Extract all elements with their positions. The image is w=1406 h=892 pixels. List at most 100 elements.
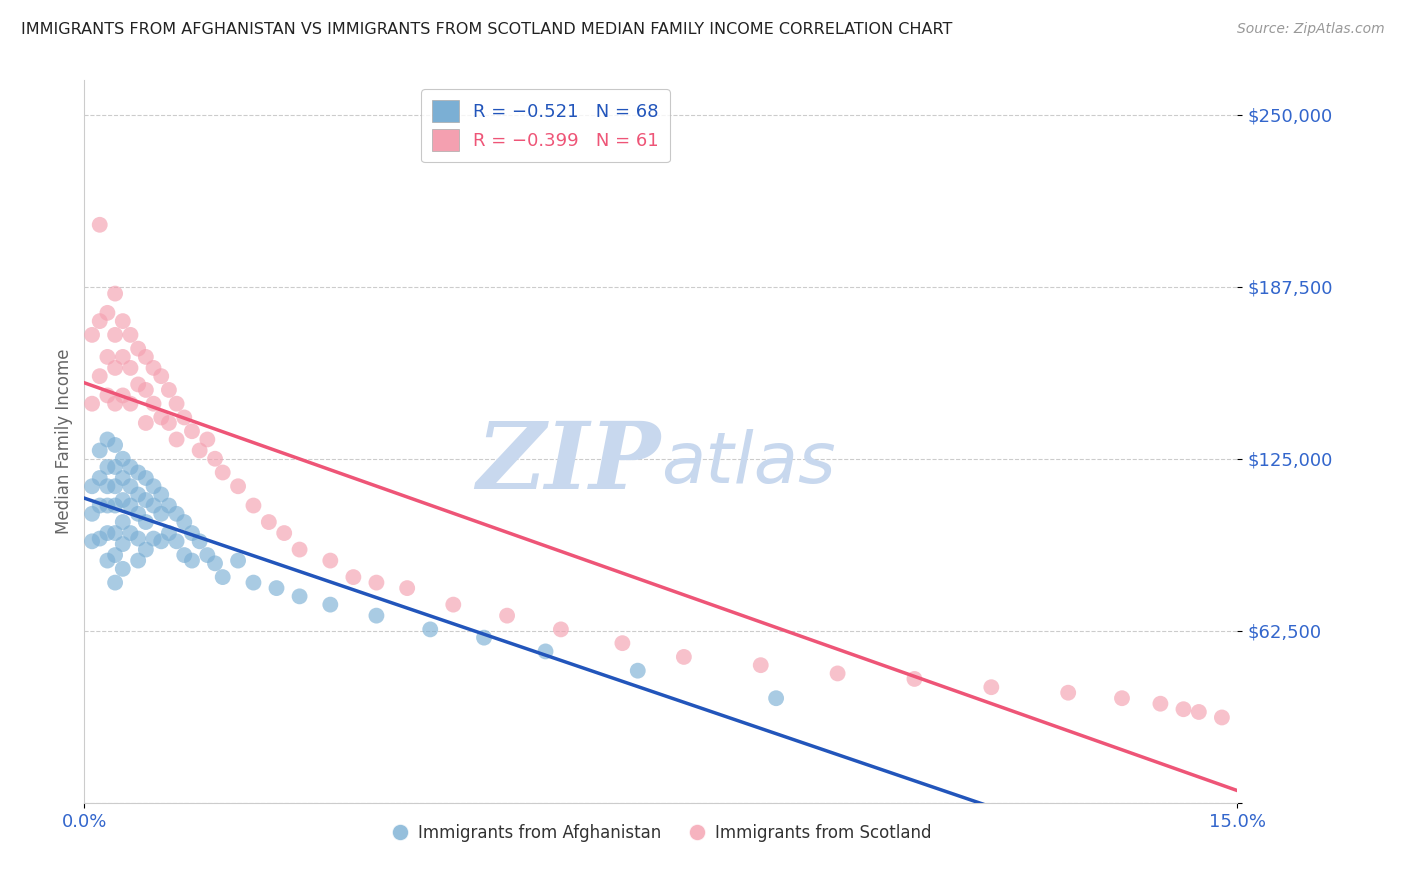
Point: [135, 515, 157, 529]
Point: [342, 570, 364, 584]
Point: [111, 493, 134, 508]
Point: [550, 623, 572, 637]
Point: [749, 658, 772, 673]
Point: [96, 553, 118, 567]
Point: [96, 460, 118, 475]
Point: [96, 306, 118, 320]
Point: [181, 553, 204, 567]
Point: [80, 507, 103, 521]
Point: [166, 397, 188, 411]
Point: [150, 487, 173, 501]
Point: [96, 499, 118, 513]
Point: [226, 553, 249, 567]
Point: [166, 507, 188, 521]
Point: [127, 553, 149, 567]
Point: [827, 666, 849, 681]
Point: [204, 451, 226, 466]
Point: [142, 499, 165, 513]
Point: [266, 581, 288, 595]
Point: [419, 623, 441, 637]
Point: [142, 479, 165, 493]
Point: [1111, 691, 1133, 706]
Point: [96, 526, 118, 541]
Point: [89, 369, 111, 384]
Point: [195, 433, 218, 447]
Point: [111, 471, 134, 485]
Point: [257, 515, 280, 529]
Point: [89, 218, 111, 232]
Point: [150, 507, 173, 521]
Point: [80, 327, 103, 342]
Point: [127, 532, 149, 546]
Point: [80, 397, 103, 411]
Point: [135, 383, 157, 397]
Point: [627, 664, 650, 678]
Point: [89, 314, 111, 328]
Point: [111, 314, 134, 328]
Point: [80, 479, 103, 493]
Point: [181, 424, 204, 438]
Point: [157, 383, 180, 397]
Point: [1057, 686, 1080, 700]
Point: [142, 532, 165, 546]
Point: [120, 526, 142, 541]
Point: [188, 534, 211, 549]
Point: [765, 691, 787, 706]
Point: [173, 515, 195, 529]
Point: [173, 548, 195, 562]
Point: [903, 672, 925, 686]
Point: [127, 487, 149, 501]
Point: [127, 377, 149, 392]
Point: [157, 416, 180, 430]
Point: [242, 499, 264, 513]
Point: [273, 526, 295, 541]
Point: [104, 575, 127, 590]
Point: [157, 526, 180, 541]
Point: [104, 499, 127, 513]
Point: [211, 466, 233, 480]
Point: [1188, 705, 1211, 719]
Point: [120, 397, 142, 411]
Point: [980, 680, 1002, 694]
Point: [150, 410, 173, 425]
Point: [166, 433, 188, 447]
Point: [127, 466, 149, 480]
Point: [496, 608, 519, 623]
Point: [166, 534, 188, 549]
Point: [135, 542, 157, 557]
Point: [612, 636, 634, 650]
Point: [150, 369, 173, 384]
Point: [472, 631, 495, 645]
Point: [366, 575, 388, 590]
Point: [89, 443, 111, 458]
Point: [181, 526, 204, 541]
Point: [441, 598, 464, 612]
Point: [135, 471, 157, 485]
Point: [204, 557, 226, 571]
Point: [111, 350, 134, 364]
Point: [226, 479, 249, 493]
Point: [135, 493, 157, 508]
Point: [104, 360, 127, 375]
Point: [104, 548, 127, 562]
Point: [104, 286, 127, 301]
Point: [288, 542, 311, 557]
Point: [173, 410, 195, 425]
Text: ZIP: ZIP: [477, 418, 661, 508]
Point: [142, 397, 165, 411]
Point: [120, 460, 142, 475]
Point: [80, 534, 103, 549]
Point: [111, 515, 134, 529]
Point: [96, 479, 118, 493]
Point: [672, 649, 695, 664]
Point: [111, 451, 134, 466]
Point: [396, 581, 419, 595]
Point: [96, 433, 118, 447]
Y-axis label: Median Family Income: Median Family Income: [55, 349, 73, 534]
Point: [89, 532, 111, 546]
Point: [120, 479, 142, 493]
Text: Source: ZipAtlas.com: Source: ZipAtlas.com: [1237, 22, 1385, 37]
Point: [89, 471, 111, 485]
Point: [104, 479, 127, 493]
Point: [135, 350, 157, 364]
